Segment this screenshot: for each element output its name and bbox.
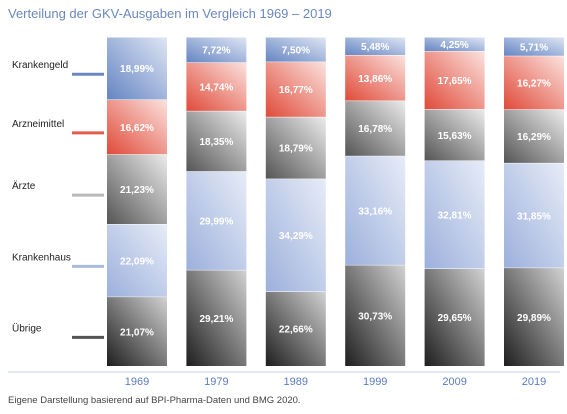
bar-segment-aerzte-1979	[186, 110, 247, 172]
source-note: Eigene Darstellung basierend auf BPI-Pha…	[8, 395, 301, 406]
data-label-aerzte-1999: 16,78%	[358, 124, 392, 135]
x-tick-label-1969: 1969	[125, 376, 149, 388]
data-label-uebrige-1989: 22,66%	[279, 325, 313, 336]
bar-segment-arzneimittel-1989	[265, 61, 326, 117]
data-label-krankengeld-1979: 7,72%	[202, 46, 230, 57]
data-label-krankenhaus-2019: 31,85%	[517, 211, 551, 222]
bar-segment-uebrige-1999	[345, 264, 406, 366]
legend-label-krankenhaus: Krankenhaus	[12, 252, 71, 263]
bar-segment-krankenhaus-1979	[186, 171, 247, 270]
data-label-arzneimittel-2009: 17,65%	[438, 76, 472, 87]
bar-segment-krankenhaus-2019	[504, 162, 564, 268]
data-label-aerzte-1969: 21,23%	[120, 185, 154, 196]
bar-segment-krankengeld-1969	[107, 37, 167, 100]
data-label-krankengeld-1999: 5,48%	[361, 42, 389, 53]
bar-segment-krankenhaus-1969	[107, 224, 167, 297]
data-label-arzneimittel-1999: 13,86%	[358, 74, 392, 85]
data-label-arzneimittel-2019: 16,27%	[517, 79, 551, 90]
bar-segment-aerzte-1969	[107, 154, 167, 225]
chart-title: Verteilung der GKV-Ausgaben im Vergleich…	[8, 6, 332, 21]
data-label-krankengeld-2019: 5,71%	[520, 42, 548, 53]
bar-segment-aerzte-1999	[345, 100, 406, 156]
bar-segment-aerzte-2009	[424, 109, 485, 161]
x-tick-label-1989: 1989	[284, 376, 308, 388]
data-label-krankenhaus-1989: 34,29%	[279, 231, 313, 242]
bar-segment-krankengeld-1999	[345, 36, 406, 55]
legend-label-krankengeld: Krankengeld	[12, 60, 68, 71]
data-label-krankenhaus-1969: 22,09%	[120, 256, 154, 267]
bars: 21,07% 22,09% 21,23% 16,62% 18,99% 29,21% 29,9…	[107, 36, 564, 366]
x-tick-label-2019: 2019	[522, 376, 546, 388]
x-tick-label-1979: 1979	[204, 376, 228, 388]
bar-segment-uebrige-1969	[107, 296, 167, 366]
bar-segment-krankenhaus-2009	[424, 160, 485, 269]
bar-segment-krankengeld-1979	[186, 36, 247, 63]
data-label-aerzte-1989: 18,79%	[279, 144, 313, 155]
bar-segment-arzneimittel-1979	[186, 62, 247, 111]
bar-segment-krankenhaus-1989	[265, 178, 326, 292]
bar-segment-uebrige-1989	[265, 291, 326, 366]
data-label-krankengeld-1969: 18,99%	[120, 64, 154, 75]
bar-segment-krankengeld-1989	[265, 36, 326, 62]
x-tick-label-1999: 1999	[363, 376, 387, 388]
bar-segment-aerzte-2019	[504, 109, 564, 163]
bar-segment-arzneimittel-2019	[504, 55, 564, 110]
bar-segment-arzneimittel-1969	[107, 99, 167, 155]
bar-segment-krankenhaus-1999	[345, 155, 406, 265]
data-label-arzneimittel-1979: 14,74%	[199, 83, 233, 94]
data-label-uebrige-1999: 30,73%	[358, 311, 392, 322]
x-axis: 1969 1979 1989 1999 2009 2019	[8, 371, 560, 388]
legend-label-aerzte: Ärzte	[12, 180, 36, 192]
bar-segment-krankengeld-2019	[504, 36, 564, 56]
bar-segment-krankengeld-2009	[424, 37, 485, 52]
data-label-uebrige-2019: 29,89%	[517, 313, 551, 324]
data-label-arzneimittel-1989: 16,77%	[279, 85, 313, 96]
bar-segment-uebrige-2009	[424, 268, 485, 366]
legend: Übrige Krankenhaus Ärzte Arzneimittel Kranke…	[12, 60, 104, 339]
data-label-aerzte-2009: 15,63%	[438, 131, 472, 142]
bar-segment-aerzte-1989	[265, 116, 326, 179]
data-label-krankengeld-2009: 4,25%	[440, 40, 468, 51]
data-label-krankenhaus-2009: 32,81%	[438, 210, 472, 221]
data-label-uebrige-1979: 29,21%	[199, 314, 233, 325]
legend-label-uebrige: Übrige	[12, 322, 42, 334]
data-label-aerzte-1979: 18,35%	[199, 137, 233, 148]
bar-segment-arzneimittel-1999	[345, 54, 406, 101]
data-label-krankenhaus-1999: 33,16%	[358, 206, 392, 217]
data-label-krankenhaus-1979: 29,99%	[199, 217, 233, 228]
bar-segment-uebrige-2019	[504, 267, 564, 366]
data-label-krankengeld-1989: 7,50%	[282, 45, 310, 56]
bar-segment-uebrige-1979	[186, 269, 247, 366]
data-label-arzneimittel-1969: 16,62%	[120, 123, 154, 134]
bar-segment-arzneimittel-2009	[424, 51, 485, 110]
data-label-aerzte-2019: 16,29%	[517, 132, 551, 143]
data-label-uebrige-2009: 29,65%	[438, 313, 472, 324]
legend-label-arzneimittel: Arzneimittel	[12, 119, 64, 130]
x-tick-label-2009: 2009	[442, 376, 466, 388]
data-label-uebrige-1969: 21,07%	[120, 327, 154, 338]
